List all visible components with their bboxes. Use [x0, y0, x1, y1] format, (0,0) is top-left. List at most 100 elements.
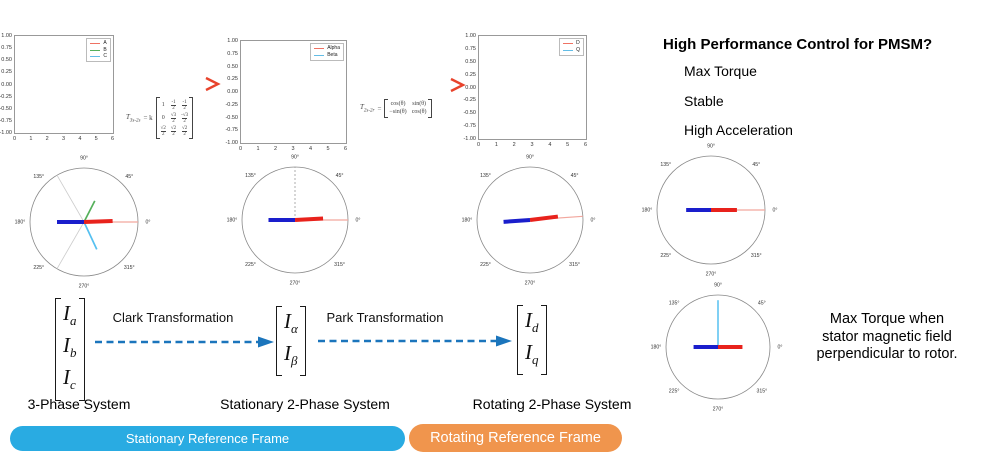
x-axis-tick-label: 0 [477, 142, 481, 148]
angle-tick-label: 45° [752, 162, 760, 168]
vector-line [83, 200, 96, 223]
formula-matrix-cell: -1 2 [182, 99, 187, 111]
formula-matrix-cell: 1 [161, 101, 165, 108]
angle-tick-label: 180° [651, 345, 662, 351]
angle-tick-label: 315° [124, 265, 135, 271]
formula-subscript: 2s-2r [363, 108, 375, 114]
legend-line-swatch [90, 56, 101, 57]
matrix-symbol: I [63, 365, 70, 390]
matrix-i-alphabeta: Iα Iβ [276, 306, 306, 377]
angle-tick-label: 180° [227, 218, 238, 224]
x-axis-tick-label: 6 [111, 136, 115, 142]
formula-subscript: 3s-2s [129, 118, 141, 124]
legend-label: D [576, 40, 580, 46]
matrix-i-dq: Id Iq [517, 305, 547, 376]
legend-line-swatch [90, 43, 101, 44]
bullet-max-torque: Max Torque [684, 63, 757, 79]
angle-tick-label: 225° [480, 262, 491, 268]
polar-plot-stator-field: 0° 45° 90° 135° 180° 225° 270° 315° [636, 135, 786, 285]
y-axis-tick-label: -1.00 [0, 130, 12, 136]
fraction-denominator: 2 [182, 105, 187, 111]
angle-tick-label: 270° [290, 281, 301, 287]
angle-tick-label: 315° [756, 388, 767, 394]
angle-tick-label: 225° [660, 253, 671, 259]
vector-line [503, 218, 531, 224]
x-axis-tick-label: 6 [584, 142, 588, 148]
x-axis-tick-label: 4 [548, 142, 552, 148]
angle-tick-label: 0° [146, 220, 151, 226]
legend-entry: Beta [314, 52, 340, 58]
x-axis-tick-label: 0 [239, 146, 243, 152]
clark-transform-arrow-icon [135, 76, 221, 92]
angle-tick-label: 225° [245, 262, 256, 268]
fraction: √3 2 [171, 113, 176, 124]
legend-entry: Alpha [314, 46, 340, 51]
y-axis-tick-label: 0.75 [465, 45, 476, 52]
x-axis-tick-label: 5 [94, 136, 98, 142]
angle-tick-label: 270° [713, 407, 724, 413]
matrix-symbol: I [525, 340, 532, 365]
matrix-subscript: d [532, 320, 539, 336]
y-axis-tick-label: 0.00 [1, 81, 12, 88]
fraction: √2 2 [182, 126, 187, 137]
clark-matrix-formula: T3s-2s = k 1 -1 2 -1 2 0 √3 2 -√3 2 √2 2 √2 2 √2 2 [126, 97, 194, 139]
formula-matrix-cell: −sin(θ) [389, 109, 407, 115]
stationary-frame-pill-label: Stationary Reference Frame [125, 431, 290, 446]
y-axis-tick-label: -0.75 [0, 117, 12, 124]
matrix-symbol: I [63, 333, 70, 358]
fraction-denominator: 2 [171, 118, 176, 124]
y-axis-tick-label: -0.50 [463, 110, 476, 117]
park-flow-arrow-icon [318, 335, 512, 347]
y-axis-tick-label: 0.75 [1, 45, 12, 52]
x-axis-tick-label: 2 [273, 146, 278, 152]
formula-matrix-cell: -1 2 [171, 99, 176, 111]
fraction-denominator: 2 [182, 131, 187, 137]
fraction-numerator: √3 [170, 113, 177, 118]
rotating-dq-vector-plot: 0° 45° 90° 135° 180° 225° 270° 315° [462, 155, 596, 287]
y-axis-tick-label: 0.75 [227, 50, 238, 57]
formula-matrix-cell: cos(θ) [411, 109, 427, 115]
legend-line-swatch [314, 48, 325, 49]
note-line: perpendicular to rotor. [816, 346, 958, 362]
angle-tick-label: 45° [336, 173, 344, 179]
matrix-subscript: c [70, 377, 76, 393]
y-axis-tick-label: 1.00 [1, 33, 12, 39]
formula-matrix-cell: 0 [161, 114, 165, 121]
x-axis-tick-label: 1 [29, 136, 33, 142]
max-torque-note: Max Torque when stator magnetic field pe… [798, 311, 976, 364]
legend-entry: D [563, 41, 580, 46]
label-3-phase-system: 3-Phase System [27, 396, 131, 412]
angle-tick-label: 0° [356, 218, 361, 224]
angle-tick-label: 225° [33, 265, 44, 271]
fraction-numerator: √2 [170, 126, 177, 131]
label-stationary-2phase-system: Stationary 2-Phase System [220, 396, 390, 412]
angle-tick-label: 270° [79, 284, 90, 290]
legend-line-swatch [563, 49, 574, 51]
matrix-symbol: I [284, 341, 291, 366]
angle-tick-label: 0° [778, 345, 783, 351]
legend-label: Q [576, 46, 580, 53]
y-axis-tick-label: 0.00 [227, 89, 238, 95]
y-axis-tick-label: -1.00 [225, 140, 238, 146]
formula-matrix-cell: -√3 2 [181, 112, 188, 124]
formula-lhs: T2s-2r [360, 103, 375, 114]
y-axis-tick-label: 0.50 [227, 63, 238, 70]
fraction-denominator: 2 [171, 131, 176, 137]
legend-entry: B [90, 47, 107, 53]
y-axis-tick-label: 1.00 [465, 33, 476, 39]
angle-tick-label: 45° [571, 173, 579, 179]
three-phase-vector-plot: 0° 45° 90° 135° 180° 225° 270° 315° [15, 156, 151, 290]
fraction: -1 2 [171, 100, 176, 111]
matrix-subscript: b [70, 345, 77, 361]
fraction-numerator: √2 [160, 126, 166, 131]
angle-tick-label: 90° [291, 155, 299, 161]
fraction-denominator: 2 [161, 131, 166, 137]
polar-plot-rotating-dq: 0° 45° 90° 135° 180° 225° 270° 315° [455, 145, 605, 295]
x-axis-tick-label: 2 [45, 136, 49, 142]
fraction-denominator: 2 [182, 118, 187, 124]
waveform-plot-abc: 1.00 0.75 0.50 0.25 0.00 -0.25 -0.50 -0.75 -1.00… [0, 33, 114, 142]
y-axis-tick-label: 0.25 [465, 71, 476, 78]
angle-tick-label: 45° [125, 174, 133, 180]
page-title: High Performance Control for PMSM? [663, 36, 933, 53]
